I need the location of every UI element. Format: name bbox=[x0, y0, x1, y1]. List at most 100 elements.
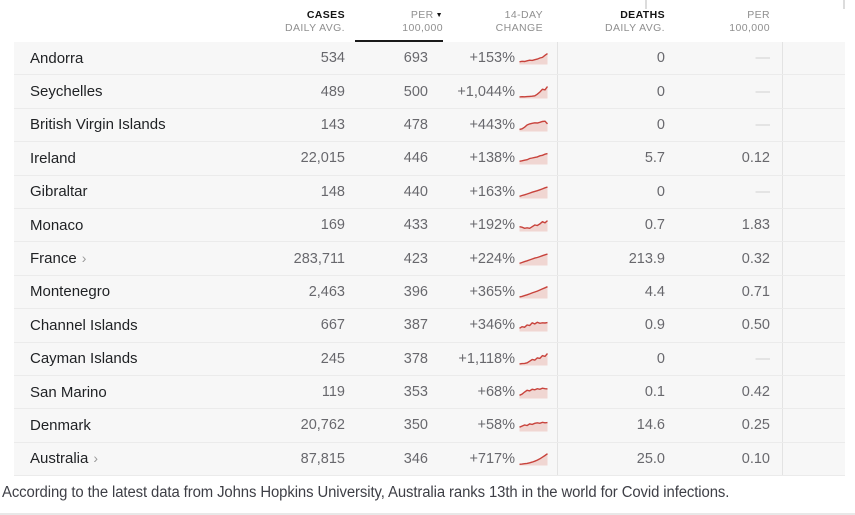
column-header-cases-per-100k[interactable]: PER ▼ 100,000 bbox=[345, 9, 443, 42]
sparkline-cell bbox=[515, 352, 557, 366]
14-day-change-value: +58% bbox=[477, 417, 516, 434]
country-name-cell: Seychelles bbox=[14, 83, 234, 100]
country-name-cell: British Virgin Islands bbox=[14, 116, 234, 133]
deaths-per100k-label: PER bbox=[747, 9, 770, 21]
sparkline-cell bbox=[515, 252, 557, 266]
table-header-row: CASES DAILY AVG. PER ▼ 100,000 14-DAY CHA… bbox=[14, 0, 845, 42]
14-day-change-value: +717% bbox=[469, 450, 515, 467]
deaths-daily-avg-value: 14.6 bbox=[557, 409, 677, 442]
14-day-change-value: +224% bbox=[469, 250, 515, 267]
deaths-daily-avg-value: 0.9 bbox=[557, 309, 677, 342]
deaths-daily-avg-value: 0 bbox=[557, 175, 677, 208]
cases-per-100k-value: 693 bbox=[403, 50, 428, 67]
trend-sparkline bbox=[519, 321, 548, 332]
cases-per-100k-value: 433 bbox=[403, 217, 428, 234]
sparkline-cell bbox=[515, 452, 557, 466]
table-row[interactable]: Australia › 87,815 346 +717% 25.0 0.10 bbox=[14, 442, 845, 477]
deaths-per-100k-value: 0.12 bbox=[741, 150, 770, 167]
caption-text: According to the latest data from Johns … bbox=[2, 484, 730, 501]
deaths-daily-avg-value: 25.0 bbox=[557, 442, 677, 476]
column-header-deaths-per-100k[interactable]: PER 100,000 bbox=[677, 9, 782, 35]
row-trailing-cell bbox=[782, 242, 845, 275]
trend-sparkline bbox=[519, 252, 548, 266]
cases-daily-avg-value: 119 bbox=[321, 384, 345, 401]
country-name-cell: Monaco bbox=[14, 217, 234, 234]
14-day-change-value: +68% bbox=[477, 384, 516, 401]
cases-daily-avg-value: 667 bbox=[320, 317, 345, 334]
trend-sparkline bbox=[519, 285, 548, 299]
country-name: San Marino bbox=[30, 383, 107, 401]
deaths-per-100k-value: 0.42 bbox=[741, 384, 770, 401]
covid-country-table: CASES DAILY AVG. PER ▼ 100,000 14-DAY CHA… bbox=[14, 0, 845, 477]
deaths-daily-avg-value: 213.9 bbox=[557, 242, 677, 275]
deaths-per-100k-value: 0.10 bbox=[741, 450, 770, 467]
column-header-14-day-change[interactable]: 14-DAY CHANGE bbox=[443, 9, 557, 35]
table-row: San Marino 119 353 +68% 0.1 0.42 bbox=[14, 375, 845, 410]
deaths-per-100k-value: — bbox=[755, 116, 771, 133]
trend-sparkline bbox=[519, 120, 548, 132]
row-trailing-cell bbox=[782, 275, 845, 309]
sparkline-cell bbox=[515, 118, 557, 132]
active-sort-underline bbox=[355, 40, 443, 42]
deaths-per-100k-value: 0.25 bbox=[741, 417, 770, 434]
trend-sparkline bbox=[519, 453, 548, 466]
table-row: Andorra 534 693 +153% 0 — bbox=[14, 42, 845, 76]
sparkline-cell bbox=[515, 151, 557, 165]
cases-daily-avg-value: 2,463 bbox=[308, 283, 345, 300]
row-trailing-cell bbox=[782, 208, 845, 242]
column-header-deaths[interactable]: DEATHS DAILY AVG. bbox=[557, 9, 677, 35]
country-name: Monaco bbox=[30, 216, 84, 234]
cropped-ui-tick bbox=[843, 0, 845, 9]
country-name-cell: Denmark bbox=[14, 417, 234, 434]
deaths-sublabel: DAILY AVG. bbox=[604, 22, 665, 34]
column-header-cases[interactable]: CASES DAILY AVG. bbox=[234, 9, 345, 35]
country-name-cell: France › bbox=[14, 250, 234, 267]
sparkline-cell bbox=[515, 385, 557, 399]
sparkline-cell bbox=[515, 85, 557, 99]
deaths-daily-avg-value: 0.7 bbox=[557, 208, 677, 242]
table-row: Monaco 169 433 +192% 0.7 1.83 bbox=[14, 208, 845, 243]
deaths-per-100k-value: 0.71 bbox=[741, 283, 770, 300]
country-name-cell: Andorra bbox=[14, 50, 234, 67]
cases-sublabel: DAILY AVG. bbox=[284, 22, 345, 34]
country-name: France bbox=[30, 250, 77, 268]
row-trailing-cell bbox=[782, 108, 845, 142]
14-day-change-value: +1,044% bbox=[457, 83, 515, 100]
cropped-content-edge bbox=[0, 513, 855, 515]
trend-sparkline bbox=[519, 220, 548, 232]
per100k-label: PER ▼ bbox=[410, 9, 443, 21]
deaths-per-100k-value: — bbox=[755, 83, 771, 100]
14-day-change-value: +1,118% bbox=[458, 350, 515, 367]
sparkline-cell bbox=[515, 418, 557, 432]
sparkline-cell bbox=[515, 218, 557, 232]
country-name-cell: Gibraltar bbox=[14, 183, 234, 200]
14-day-change-value: +346% bbox=[469, 317, 515, 334]
cases-label: CASES bbox=[306, 9, 345, 21]
table-row: Ireland 22,015 446 +138% 5.7 0.12 bbox=[14, 142, 845, 176]
table-row: British Virgin Islands 143 478 +443% 0 — bbox=[14, 108, 845, 143]
cases-daily-avg-value: 148 bbox=[320, 183, 345, 200]
row-trailing-cell bbox=[782, 309, 845, 342]
per100k-sublabel: 100,000 bbox=[402, 22, 443, 34]
cases-daily-avg-value: 22,015 bbox=[300, 150, 345, 167]
country-link-chevron-icon: › bbox=[81, 250, 87, 267]
cases-per-100k-value: 500 bbox=[403, 83, 428, 100]
row-trailing-cell bbox=[782, 442, 845, 476]
country-name-cell: Montenegro bbox=[14, 283, 234, 300]
sparkline-cell bbox=[515, 285, 557, 299]
row-trailing-cell bbox=[782, 142, 845, 175]
cases-daily-avg-value: 489 bbox=[320, 83, 345, 100]
cases-per-100k-value: 423 bbox=[403, 250, 428, 267]
14-day-change-value: +138% bbox=[469, 150, 515, 167]
country-name: Australia bbox=[30, 450, 89, 468]
trend-sparkline bbox=[519, 352, 548, 366]
table-row[interactable]: France › 283,711 423 +224% 213.9 0.32 bbox=[14, 242, 845, 276]
trend-sparkline bbox=[519, 422, 548, 432]
deaths-daily-avg-value: 0 bbox=[557, 108, 677, 142]
cases-daily-avg-value: 245 bbox=[320, 350, 345, 367]
cases-per-100k-value: 353 bbox=[403, 384, 428, 401]
country-name: Denmark bbox=[30, 416, 91, 434]
country-name: Montenegro bbox=[30, 283, 111, 301]
cases-daily-avg-value: 283,711 bbox=[293, 250, 345, 267]
